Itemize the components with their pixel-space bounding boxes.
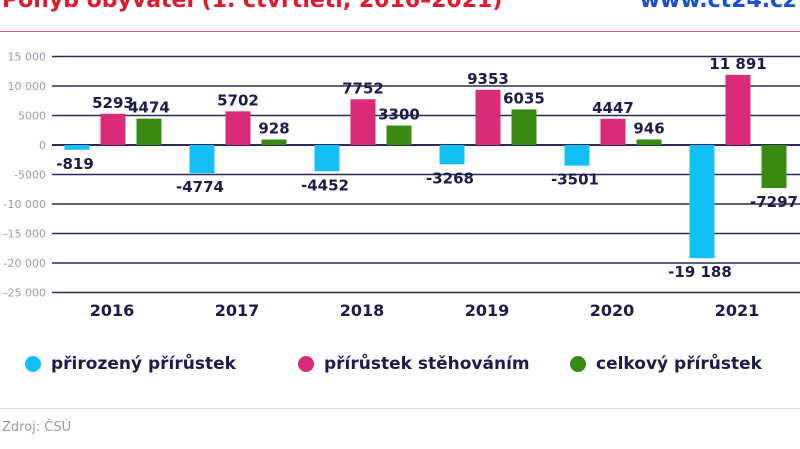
bar-přirozený-přírůstek [189, 145, 215, 174]
source-note: Zdroj: ČSÚ [2, 420, 72, 435]
data-label: 9353 [467, 70, 509, 88]
bar-přírůstek-stěhováním [475, 89, 501, 145]
bar-přírůstek-stěhováním [225, 111, 251, 145]
footer-divider [0, 408, 800, 409]
data-label: -4774 [176, 178, 224, 196]
legend-item: přírůstek stěhováním [298, 354, 530, 374]
data-label: 3300 [378, 106, 420, 124]
y-tick-label: -10 000 [4, 198, 46, 211]
x-tick-label: 2020 [590, 301, 635, 320]
legend-swatch-icon [25, 356, 41, 372]
data-label: -7297 [750, 193, 798, 211]
x-tick-label: 2017 [215, 301, 260, 320]
legend-swatch-icon [570, 356, 586, 372]
y-tick-label: -5000 [14, 169, 46, 182]
bar-celkový-přírůstek [636, 139, 662, 145]
bar-přírůstek-stěhováním [600, 118, 626, 145]
legend-item: přirozený přírůstek [25, 354, 236, 374]
legend-label: přírůstek stěhováním [324, 354, 530, 374]
bar-přirozený-přírůstek [64, 145, 90, 150]
data-label: 928 [258, 120, 289, 138]
header-divider [0, 31, 800, 32]
y-tick-label: 10 000 [8, 80, 47, 93]
bar-přirozený-přírůstek [439, 145, 465, 165]
chart-title: Pohyb obyvatel (1. čtvrtletí, 2016–2021) [2, 0, 503, 13]
bar-přirozený-přírůstek [314, 145, 340, 172]
data-label: 6035 [503, 89, 545, 107]
bar-celkový-přírůstek [136, 118, 162, 145]
x-tick-label: 2016 [90, 301, 135, 320]
data-label: 7752 [342, 79, 384, 97]
bar-přírůstek-stěhováním [725, 74, 751, 145]
brand-link[interactable]: www.ct24.cz [639, 0, 796, 13]
data-label: 946 [633, 119, 664, 137]
x-tick-label: 2019 [465, 301, 510, 320]
bar-přirozený-přírůstek [564, 145, 590, 166]
y-tick-label: 15 000 [8, 51, 47, 64]
legend-label: celkový přírůstek [596, 354, 762, 374]
bar-chart: 15 000 10 000 5000 0 -5000 -10 000 -15 000 -20 … [4, 51, 800, 320]
y-tick-label: 5000 [18, 110, 46, 123]
data-label: 4447 [592, 99, 634, 117]
legend-label: přirozený přírůstek [51, 354, 236, 374]
legend-item: celkový přírůstek [570, 354, 762, 374]
y-tick-label: -25 000 [4, 287, 46, 300]
x-tick-label: 2018 [340, 301, 385, 320]
data-label: 5293 [92, 94, 134, 112]
data-label: -3501 [551, 171, 599, 189]
data-label: 4474 [128, 99, 170, 117]
bar-celkový-přírůstek [386, 125, 412, 145]
data-label: -3268 [426, 169, 474, 187]
data-label: -819 [56, 155, 94, 173]
data-label: 11 891 [709, 55, 766, 73]
bar-celkový-přírůstek [261, 139, 287, 145]
legend-swatch-icon [298, 356, 314, 372]
bar-přírůstek-stěhováním [350, 99, 376, 145]
y-tick-label: -20 000 [4, 257, 46, 270]
bar-celkový-přírůstek [761, 145, 787, 189]
bar-přírůstek-stěhováním [100, 113, 126, 145]
bar-celkový-přírůstek [511, 109, 537, 145]
y-tick-label: -15 000 [4, 228, 46, 241]
bar-přirozený-přírůstek [689, 145, 715, 259]
y-tick-label: 0 [39, 139, 46, 152]
data-label: -19 188 [668, 263, 732, 281]
x-tick-label: 2021 [715, 301, 760, 320]
data-label: 5702 [217, 91, 259, 109]
data-label: -4452 [301, 176, 349, 194]
